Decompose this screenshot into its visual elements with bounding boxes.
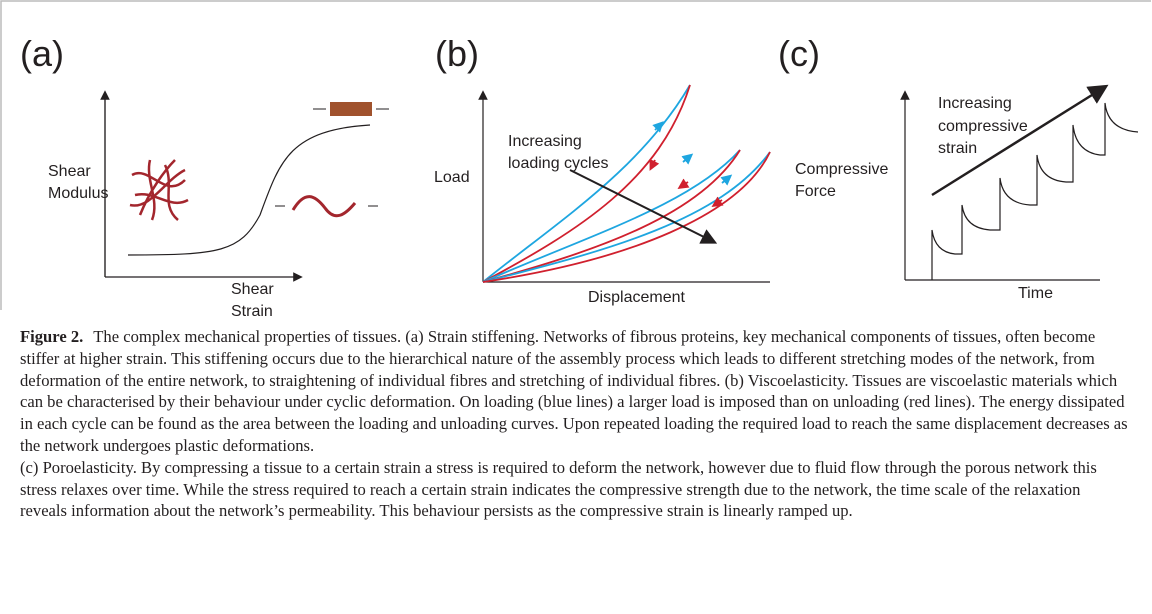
panel-label: (a): [20, 33, 64, 74]
panel-b: (b) Load Displacement Increasing loading…: [434, 33, 770, 306]
panel-label: (c): [778, 33, 820, 74]
curve: [128, 125, 370, 255]
figure: (a) Shear Modulus Shear Strain (b) Load …: [0, 0, 1152, 614]
wavy-fibre: [293, 197, 355, 216]
panel-a: (a) Shear Modulus Shear Strain: [20, 33, 389, 320]
y-label: Modulus: [48, 185, 108, 202]
caption-label: Figure 2.: [20, 327, 83, 346]
x-label: Displacement: [588, 289, 685, 306]
y-label: Shear: [48, 163, 91, 180]
annotation: Increasing: [508, 133, 582, 150]
caption-paragraph: (c) Poroelasticity. By compressing a tis…: [20, 457, 1130, 522]
caption: Figure 2.The complex mechanical properti…: [20, 326, 1130, 522]
y-label: Compressive: [795, 161, 888, 178]
y-label: Force: [795, 183, 836, 200]
annotation: loading cycles: [508, 155, 609, 172]
annotation: compressive: [938, 118, 1028, 135]
caption-text: The complex mechanical properties of tis…: [20, 327, 1128, 455]
panel-label: (b): [435, 33, 479, 74]
x-label: Strain: [231, 303, 273, 320]
x-label: Time: [1018, 285, 1053, 302]
panel-c: (c) Compressive Force Time Increasing co…: [778, 33, 1138, 302]
annotation: strain: [938, 140, 977, 157]
fibre-icon: [330, 102, 372, 116]
caption-paragraph: Figure 2.The complex mechanical properti…: [20, 326, 1130, 457]
x-label: Shear: [231, 281, 274, 298]
caption-text: (c) Poroelasticity. By compressing a tis…: [20, 458, 1097, 521]
cycles: [483, 85, 770, 282]
annotation: Increasing: [938, 95, 1012, 112]
axes: [105, 95, 298, 277]
y-label: Load: [434, 169, 470, 186]
fibre-network: [130, 160, 188, 220]
